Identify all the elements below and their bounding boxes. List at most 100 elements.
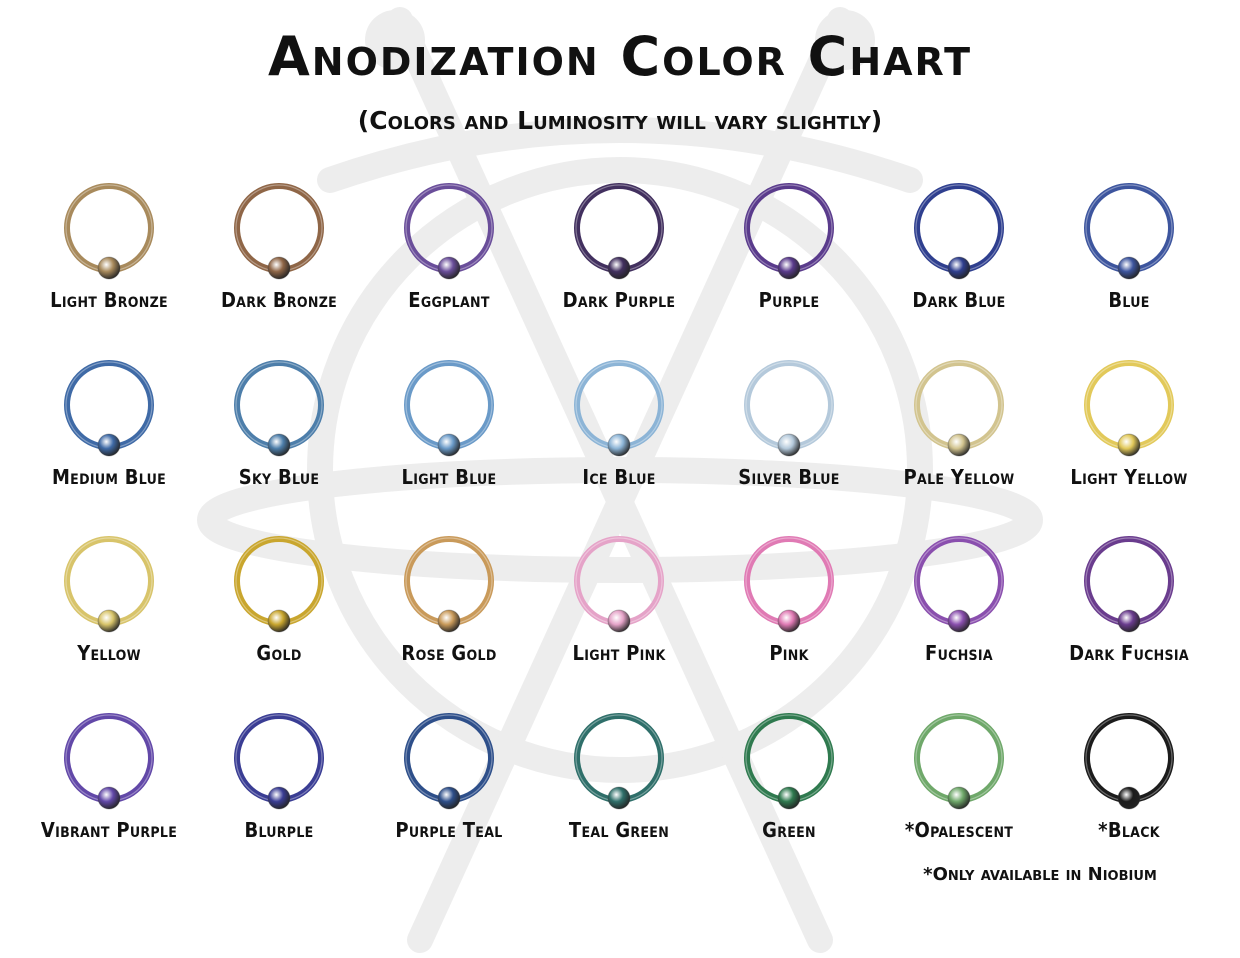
swatch-item: Light Yellow xyxy=(1044,357,1214,534)
swatch-item: Purple Teal xyxy=(364,710,534,887)
swatch-item: Blue xyxy=(1044,180,1214,357)
ring-icon xyxy=(404,536,494,633)
ring-icon xyxy=(914,536,1004,633)
swatch-label: Light Yellow xyxy=(1070,464,1188,489)
chart-title: Anodization Color Chart xyxy=(267,25,973,88)
swatch-label: Pale Yellow xyxy=(903,464,1015,489)
ring-icon xyxy=(914,183,1004,280)
bead-icon xyxy=(1117,786,1141,809)
ring-icon xyxy=(64,359,154,456)
bead-icon xyxy=(777,256,801,280)
ring-icon xyxy=(234,536,324,633)
swatch-label: Dark Fuchsia xyxy=(1069,641,1189,665)
ring-icon xyxy=(574,536,664,633)
swatch-item: Pink xyxy=(704,533,874,710)
swatch-label: Teal Green xyxy=(568,817,670,842)
ring-icon xyxy=(234,712,324,809)
bead-icon xyxy=(267,433,291,456)
swatch-item: Vibrant Purple xyxy=(24,710,194,887)
swatch-item: Pale Yellow xyxy=(874,357,1044,534)
swatch-label: Silver Blue xyxy=(738,464,840,489)
swatch-label: Purple xyxy=(758,288,820,312)
ring-icon xyxy=(1084,712,1174,809)
swatch-item: Fuchsia xyxy=(874,533,1044,710)
bead-icon xyxy=(97,609,121,633)
swatch-label: Sky Blue xyxy=(238,464,320,489)
swatch-label: Eggplant xyxy=(408,288,490,312)
swatch-label: Green xyxy=(762,817,816,842)
swatch-item: Medium Blue xyxy=(24,357,194,534)
bead-icon xyxy=(97,256,121,280)
swatch-label: Blue xyxy=(1108,288,1150,312)
swatch-item: Gold xyxy=(194,533,364,710)
bead-icon xyxy=(1117,609,1141,633)
chart-subtitle: (Colors and Luminosity will vary slightl… xyxy=(357,106,883,135)
bead-icon xyxy=(267,256,291,280)
swatch-item: Sky Blue xyxy=(194,357,364,534)
bead-icon xyxy=(607,256,631,280)
swatch-item: Silver Blue xyxy=(704,357,874,534)
swatch-item: *Black xyxy=(1044,710,1214,887)
swatch-item: Ice Blue xyxy=(534,357,704,534)
swatch-label: Yellow xyxy=(77,641,141,665)
swatch-label: Dark Bronze xyxy=(220,288,338,312)
ring-icon xyxy=(744,183,834,280)
bead-icon xyxy=(947,786,971,809)
swatch-label: Pink xyxy=(769,641,809,665)
swatch-item: Light Blue xyxy=(364,357,534,534)
bead-icon xyxy=(437,609,461,633)
swatch-item: Yellow xyxy=(24,533,194,710)
bead-icon xyxy=(607,786,631,809)
niobium-footnote: *Only available in Niobium xyxy=(923,864,1157,885)
ring-icon xyxy=(574,183,664,280)
swatch-item: Light Bronze xyxy=(24,180,194,357)
swatch-item: Rose Gold xyxy=(364,533,534,710)
swatch-item: Green xyxy=(704,710,874,887)
swatch-label: Light Blue xyxy=(401,464,497,489)
ring-icon xyxy=(234,359,324,456)
bead-icon xyxy=(437,786,461,809)
bead-icon xyxy=(1117,256,1141,280)
ring-icon xyxy=(744,359,834,456)
swatch-label: Ice Blue xyxy=(582,464,656,489)
swatch-item: Dark Fuchsia xyxy=(1044,533,1214,710)
bead-icon xyxy=(777,786,801,809)
ring-icon xyxy=(404,712,494,809)
bead-icon xyxy=(437,433,461,456)
ring-icon xyxy=(574,359,664,456)
bead-icon xyxy=(97,786,121,809)
bead-icon xyxy=(607,609,631,633)
bead-icon xyxy=(607,433,631,456)
swatch-label: Light Bronze xyxy=(50,288,168,312)
bead-icon xyxy=(1117,433,1141,456)
ring-icon xyxy=(744,536,834,633)
swatch-label: Light Pink xyxy=(572,641,666,665)
swatch-label: Blurple xyxy=(244,817,314,842)
bead-icon xyxy=(947,256,971,280)
ring-icon xyxy=(404,359,494,456)
swatch-label: Dark Blue xyxy=(912,288,1006,312)
ring-icon xyxy=(914,359,1004,456)
bead-icon xyxy=(777,433,801,456)
ring-icon xyxy=(1084,536,1174,633)
swatch-item: Purple xyxy=(704,180,874,357)
swatch-label: Purple Teal xyxy=(395,817,503,842)
swatch-item: Blurple xyxy=(194,710,364,887)
ring-icon xyxy=(64,536,154,633)
swatch-label: Gold xyxy=(256,641,302,665)
swatch-item: *Opalescent xyxy=(874,710,1044,887)
ring-icon xyxy=(64,183,154,280)
ring-icon xyxy=(404,183,494,280)
swatch-label: Medium Blue xyxy=(51,464,167,489)
bead-icon xyxy=(947,609,971,633)
ring-icon xyxy=(64,712,154,809)
bead-icon xyxy=(777,609,801,633)
ring-icon xyxy=(1084,183,1174,280)
ring-icon xyxy=(914,712,1004,809)
bead-icon xyxy=(947,433,971,456)
ring-icon xyxy=(234,183,324,280)
ring-icon xyxy=(574,712,664,809)
swatch-label: Vibrant Purple xyxy=(40,817,178,842)
bead-icon xyxy=(267,609,291,633)
ring-icon xyxy=(1084,359,1174,456)
